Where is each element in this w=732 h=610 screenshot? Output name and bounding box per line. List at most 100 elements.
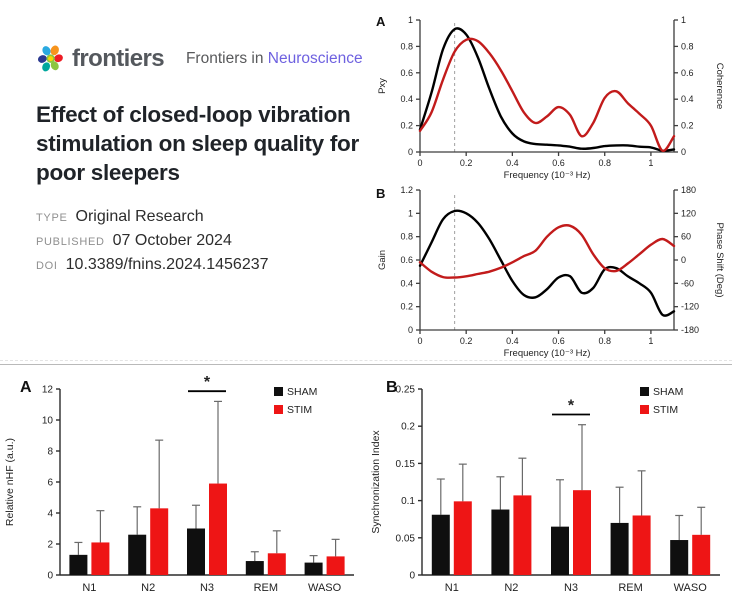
svg-text:0.4: 0.4 xyxy=(400,94,413,104)
figure-section: A 0 2 4 6 8 10 12 Relative nHF (a.u.) N1 N2 N3 REM W… xyxy=(0,364,732,610)
svg-text:0.6: 0.6 xyxy=(552,336,565,346)
svg-text:12: 12 xyxy=(42,385,54,396)
line-charts-column: A 0 0.2 0.4 0.6 0.8 1 0 0.2 0.4 0.6 0.8 1 0 0.2 0.4 0.6… xyxy=(362,0,732,360)
meta-label: TYPE xyxy=(36,212,68,225)
line-chart-gain-phase: B 0 0.2 0.4 0.6 0.8 1 0 0.2 0.4 0.6 0.8 1 1.2 -180 -12… xyxy=(372,182,725,360)
svg-text:SHAM: SHAM xyxy=(287,386,317,398)
svg-text:0.8: 0.8 xyxy=(400,232,413,242)
svg-text:-180: -180 xyxy=(681,325,699,335)
svg-text:1: 1 xyxy=(408,15,413,25)
svg-text:Coherence: Coherence xyxy=(714,63,724,109)
publisher-row: frontiers Frontiers in Neuroscience xyxy=(36,44,363,74)
svg-text:120: 120 xyxy=(681,208,696,218)
svg-text:0.6: 0.6 xyxy=(400,68,413,78)
line-chart-svg: 0 0.2 0.4 0.6 0.8 1 0 0.2 0.4 0.6 0.8 1 0 0.2 0.4 0.6 0.… xyxy=(377,15,725,181)
svg-text:N1: N1 xyxy=(445,582,459,594)
article-info: frontiers Frontiers in Neuroscience Effe… xyxy=(0,0,363,360)
svg-text:Gain: Gain xyxy=(377,250,388,270)
journal-title: Neuroscience xyxy=(267,50,363,67)
panel-label-a: A xyxy=(376,14,386,29)
svg-text:*: * xyxy=(568,397,575,414)
svg-text:0.1: 0.1 xyxy=(401,496,415,507)
bar-chart-svg: 0 0.05 0.1 0.15 0.2 0.25 Synchronization Index… xyxy=(370,385,720,594)
header-section: frontiers Frontiers in Neuroscience Effe… xyxy=(0,0,732,360)
svg-text:N1: N1 xyxy=(82,582,96,594)
svg-text:1: 1 xyxy=(648,158,653,168)
svg-text:0.2: 0.2 xyxy=(460,158,473,168)
svg-text:REM: REM xyxy=(254,582,278,594)
svg-text:N2: N2 xyxy=(504,582,518,594)
meta-label: DOI xyxy=(36,260,58,273)
svg-text:0.15: 0.15 xyxy=(396,459,416,470)
section-divider xyxy=(0,360,732,361)
svg-text:STIM: STIM xyxy=(653,404,678,416)
svg-text:N3: N3 xyxy=(564,582,578,594)
svg-text:STIM: STIM xyxy=(287,404,312,416)
svg-text:REM: REM xyxy=(618,582,642,594)
svg-text:1.2: 1.2 xyxy=(400,185,413,195)
svg-text:0.6: 0.6 xyxy=(681,68,694,78)
svg-text:0.2: 0.2 xyxy=(400,302,413,312)
svg-text:-60: -60 xyxy=(681,278,694,288)
svg-text:0: 0 xyxy=(417,158,422,168)
svg-text:0.8: 0.8 xyxy=(598,336,611,346)
svg-text:10: 10 xyxy=(42,416,54,427)
meta-value: Original Research xyxy=(75,208,204,226)
panel-label-b: B xyxy=(386,379,398,396)
svg-text:Synchronization Index: Synchronization Index xyxy=(370,430,382,534)
svg-text:2: 2 xyxy=(47,540,53,551)
svg-text:0: 0 xyxy=(408,325,413,335)
svg-text:1: 1 xyxy=(681,15,686,25)
svg-text:1: 1 xyxy=(408,208,413,218)
svg-text:0.05: 0.05 xyxy=(396,533,416,544)
svg-text:4: 4 xyxy=(47,509,53,520)
svg-text:0.8: 0.8 xyxy=(598,158,611,168)
svg-text:Frequency (10⁻³ Hz): Frequency (10⁻³ Hz) xyxy=(504,170,591,181)
svg-text:0.6: 0.6 xyxy=(400,255,413,265)
svg-text:0: 0 xyxy=(409,571,415,582)
bar-chart-relative-nhf: A 0 2 4 6 8 10 12 Relative nHF (a.u.) N1 N2 N3 REM W… xyxy=(0,373,366,605)
journal-prefix: Frontiers in xyxy=(185,50,264,67)
svg-text:0.2: 0.2 xyxy=(401,422,415,433)
meta-label: PUBLISHED xyxy=(36,236,105,249)
svg-text:0: 0 xyxy=(681,255,686,265)
svg-text:Relative nHF (a.u.): Relative nHF (a.u.) xyxy=(4,438,16,526)
article-title: Effect of closed-loop vibration stimulat… xyxy=(36,102,359,185)
svg-text:0.8: 0.8 xyxy=(400,41,413,51)
svg-text:0: 0 xyxy=(681,147,686,157)
svg-text:0.2: 0.2 xyxy=(681,121,694,131)
svg-text:0.4: 0.4 xyxy=(681,94,694,104)
svg-text:0: 0 xyxy=(408,147,413,157)
panel-label-a: A xyxy=(20,379,32,396)
meta-row-published: PUBLISHED 07 October 2024 xyxy=(36,232,362,250)
svg-text:Pxy: Pxy xyxy=(377,78,388,94)
svg-text:0.4: 0.4 xyxy=(506,158,519,168)
svg-text:0.6: 0.6 xyxy=(552,158,565,168)
svg-text:WASO: WASO xyxy=(674,582,708,594)
bar-chart-svg: 0 2 4 6 8 10 12 Relative nHF (a.u.) N1 N2 N3 REM WAS… xyxy=(4,374,354,594)
svg-text:6: 6 xyxy=(47,478,53,489)
svg-text:0: 0 xyxy=(47,571,53,582)
meta-row-doi: DOI 10.3389/fnins.2024.1456237 xyxy=(36,256,362,274)
meta-row-type: TYPE Original Research xyxy=(36,208,362,226)
svg-text:N2: N2 xyxy=(141,582,155,594)
svg-text:*: * xyxy=(204,374,211,391)
svg-text:0.25: 0.25 xyxy=(396,385,416,396)
line-chart-pxy-coherence: A 0 0.2 0.4 0.6 0.8 1 0 0.2 0.4 0.6 0.8 1 0 0.2 0.4 0.6… xyxy=(372,10,725,182)
frontiers-logo-icon xyxy=(36,44,66,74)
svg-text:1: 1 xyxy=(648,336,653,346)
svg-text:Phase Shift (Deg): Phase Shift (Deg) xyxy=(714,223,724,298)
meta-value: 07 October 2024 xyxy=(112,232,232,250)
svg-text:0.2: 0.2 xyxy=(400,121,413,131)
svg-text:0.4: 0.4 xyxy=(506,336,519,346)
journal-name: Frontiers in Neuroscience xyxy=(186,50,363,68)
svg-text:0: 0 xyxy=(417,336,422,346)
svg-text:N3: N3 xyxy=(200,582,214,594)
panel-label-b: B xyxy=(376,186,386,201)
svg-text:SHAM: SHAM xyxy=(653,386,683,398)
svg-text:-120: -120 xyxy=(681,302,699,312)
meta-value: 10.3389/fnins.2024.1456237 xyxy=(65,256,269,274)
svg-text:60: 60 xyxy=(681,232,691,242)
svg-text:8: 8 xyxy=(47,447,53,458)
